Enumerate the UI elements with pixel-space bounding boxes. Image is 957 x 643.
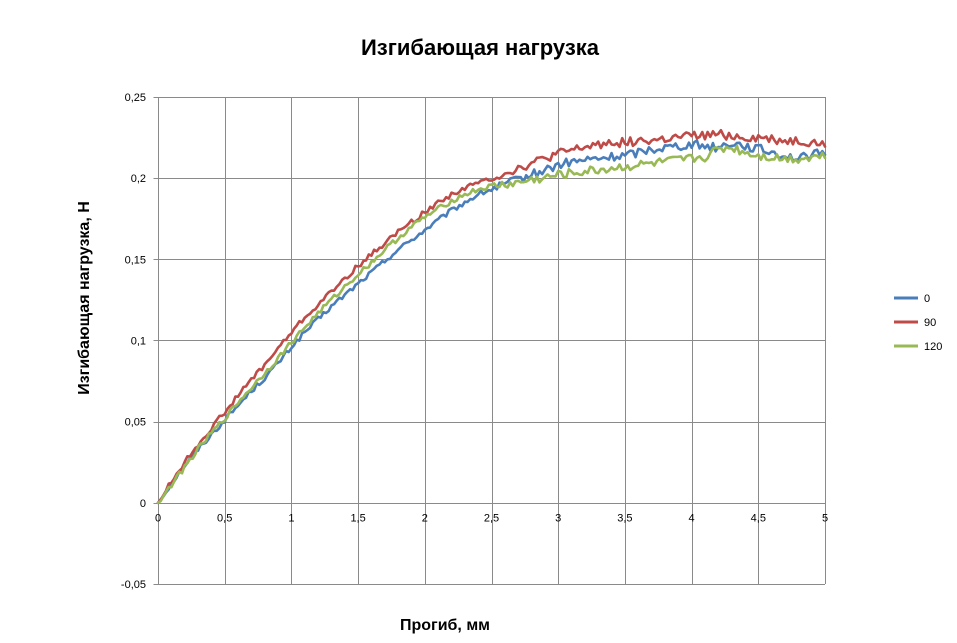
grid: [158, 97, 826, 585]
y-axis-title: Изгибающая нагрузка, Н: [76, 201, 93, 395]
series-line-0: [156, 139, 827, 505]
x-tick-label: 0,5: [217, 513, 232, 525]
x-tick-label: 4,5: [751, 513, 766, 525]
y-tick-label: 0: [140, 498, 146, 510]
y-tick-label: -0,05: [121, 579, 146, 591]
x-tick-label: 5: [822, 513, 828, 525]
x-tick-label: 2: [422, 513, 428, 525]
legend: 0 90 120: [894, 293, 942, 353]
x-tick-label: 4: [689, 513, 695, 525]
legend-label-90: 90: [924, 317, 936, 329]
chart-title: Изгибающая нагрузка: [361, 35, 600, 60]
legend-label-0: 0: [924, 293, 930, 305]
x-tick-label: 2,5: [484, 513, 499, 525]
x-tick-label: 1,5: [350, 513, 365, 525]
series-line-90: [156, 128, 827, 505]
y-tick-label: 0,25: [125, 92, 146, 104]
y-tick-label: 0,05: [125, 417, 146, 429]
tick-labels: 0 0,5 1 1,5 2 2,5 3 3,5 4 4,5 5 -0,05 0 0,05 0,1 0,15 0,…: [121, 92, 828, 591]
y-tick-label: 0,15: [125, 254, 146, 266]
series-line-120: [156, 144, 827, 505]
x-tick-label: 0: [155, 513, 161, 525]
y-tick-label: 0,1: [131, 336, 146, 348]
x-tick-label: 1: [288, 513, 294, 525]
x-tick-label: 3,5: [617, 513, 632, 525]
x-axis-title: Прогиб, мм: [400, 617, 490, 634]
y-tick-label: 0,2: [131, 173, 146, 185]
series-group: [156, 128, 827, 505]
x-tick-label: 3: [555, 513, 561, 525]
legend-label-120: 120: [924, 341, 942, 353]
